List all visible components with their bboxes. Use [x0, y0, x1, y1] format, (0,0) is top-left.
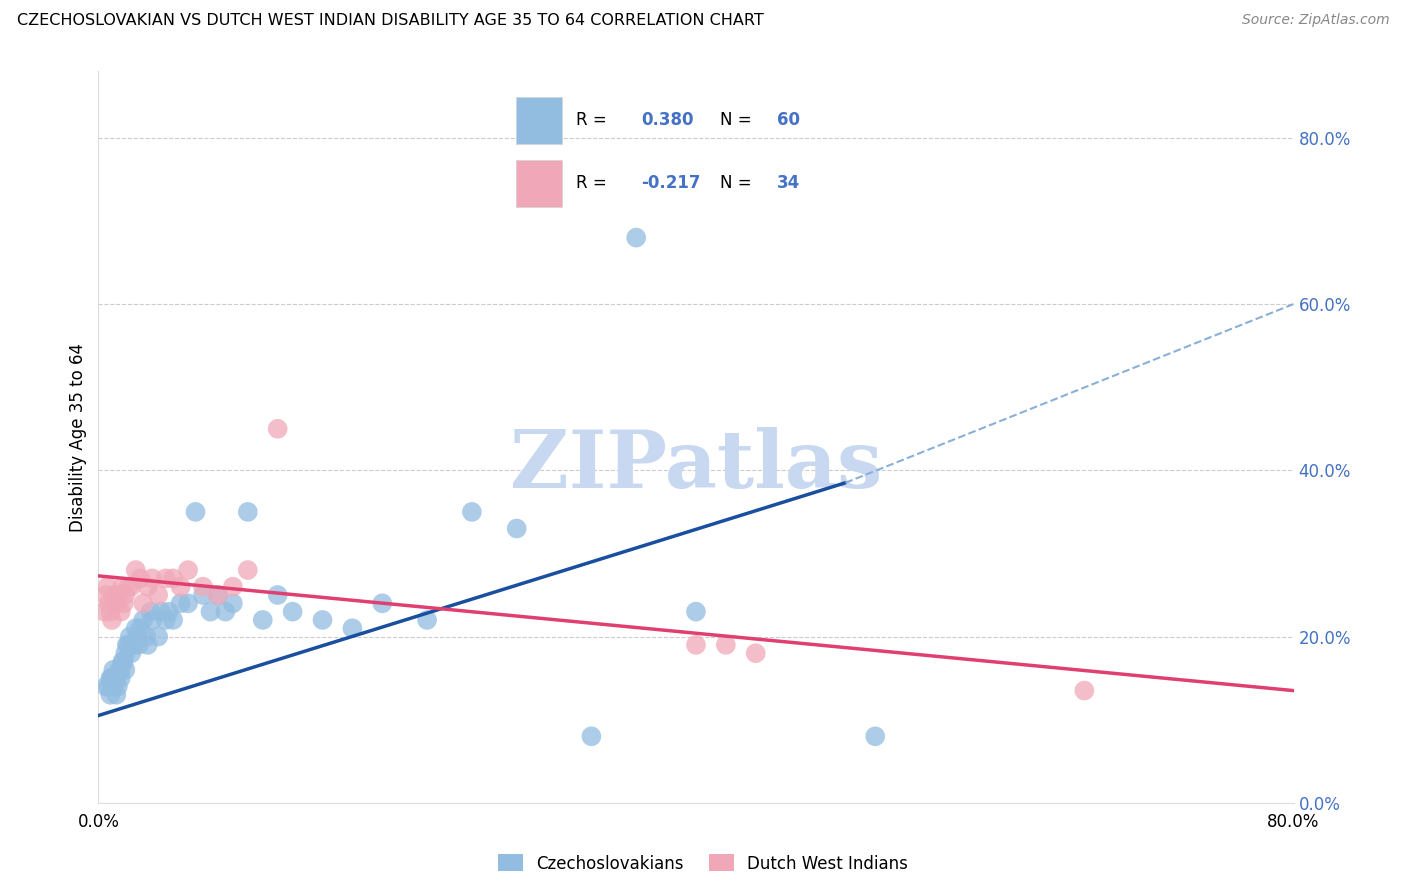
Point: [108, 663, 131, 677]
Point: [148, 630, 170, 644]
Point: [136, 580, 159, 594]
Point: [184, 505, 207, 519]
Point: [128, 638, 150, 652]
Point: [100, 605, 122, 619]
Point: [111, 580, 134, 594]
Point: [110, 605, 132, 619]
Point: [162, 571, 184, 585]
Point: [157, 605, 180, 619]
Point: [155, 571, 177, 585]
Point: [252, 613, 274, 627]
Point: [94, 588, 117, 602]
Point: [162, 613, 184, 627]
Point: [110, 663, 132, 677]
Point: [132, 596, 155, 610]
Text: ZIPatlas: ZIPatlas: [510, 427, 882, 506]
Point: [94, 680, 117, 694]
Point: [107, 680, 129, 694]
Point: [416, 613, 439, 627]
Legend: Czechoslovakians, Dutch West Indians: Czechoslovakians, Dutch West Indians: [491, 847, 915, 880]
Point: [129, 571, 152, 585]
Point: [105, 671, 128, 685]
Point: [311, 613, 333, 627]
Point: [132, 613, 155, 627]
Point: [222, 596, 245, 610]
Point: [117, 580, 139, 594]
Point: [214, 605, 236, 619]
Point: [177, 563, 200, 577]
Point: [169, 580, 191, 594]
Point: [115, 638, 138, 652]
Point: [267, 588, 290, 602]
Point: [118, 630, 141, 644]
Point: [714, 638, 737, 652]
Point: [110, 671, 132, 685]
Point: [101, 613, 124, 627]
Point: [155, 613, 177, 627]
Point: [150, 605, 173, 619]
Point: [865, 729, 887, 743]
Point: [93, 605, 115, 619]
Point: [236, 505, 259, 519]
Point: [111, 655, 134, 669]
Point: [177, 596, 200, 610]
Point: [129, 621, 152, 635]
Point: [200, 605, 222, 619]
Point: [136, 638, 159, 652]
Point: [191, 580, 214, 594]
Point: [114, 646, 136, 660]
Point: [281, 605, 304, 619]
Point: [100, 671, 122, 685]
Point: [506, 521, 529, 535]
Point: [103, 671, 125, 685]
Point: [685, 638, 707, 652]
Point: [371, 596, 394, 610]
Point: [461, 505, 484, 519]
Point: [626, 230, 648, 244]
Point: [121, 638, 143, 652]
Point: [114, 588, 136, 602]
Point: [139, 605, 162, 619]
Point: [148, 588, 170, 602]
Point: [96, 580, 118, 594]
Point: [97, 680, 120, 694]
Point: [135, 630, 157, 644]
Point: [125, 621, 148, 635]
Point: [236, 563, 259, 577]
Text: Source: ZipAtlas.com: Source: ZipAtlas.com: [1241, 13, 1389, 28]
Point: [103, 588, 125, 602]
Point: [105, 688, 128, 702]
Point: [207, 588, 229, 602]
Point: [114, 663, 136, 677]
Point: [101, 671, 124, 685]
Y-axis label: Disability Age 35 to 64: Disability Age 35 to 64: [69, 343, 87, 532]
Point: [125, 563, 148, 577]
Point: [207, 588, 229, 602]
Point: [120, 646, 142, 660]
Point: [581, 729, 603, 743]
Point: [112, 596, 135, 610]
Point: [1073, 683, 1095, 698]
Point: [112, 655, 135, 669]
Point: [120, 580, 142, 594]
Point: [342, 621, 364, 635]
Point: [103, 663, 125, 677]
Point: [100, 688, 122, 702]
Text: CZECHOSLOVAKIAN VS DUTCH WEST INDIAN DISABILITY AGE 35 TO 64 CORRELATION CHART: CZECHOSLOVAKIAN VS DUTCH WEST INDIAN DIS…: [17, 13, 763, 29]
Point: [141, 613, 163, 627]
Point: [107, 588, 129, 602]
Point: [103, 680, 125, 694]
Point: [101, 671, 124, 685]
Point: [267, 422, 290, 436]
Point: [169, 596, 191, 610]
Point: [141, 571, 163, 585]
Point: [117, 638, 139, 652]
Point: [222, 580, 245, 594]
Point: [97, 596, 120, 610]
Point: [105, 596, 128, 610]
Point: [127, 630, 149, 644]
Point: [745, 646, 768, 660]
Point: [191, 588, 214, 602]
Point: [685, 605, 707, 619]
